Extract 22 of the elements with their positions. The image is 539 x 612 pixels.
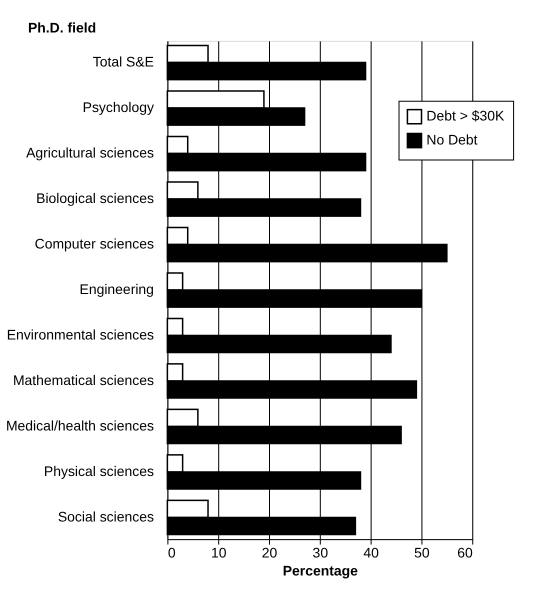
y-tick-label: Psychology — [82, 99, 154, 116]
y-axis-title: Ph.D. field — [28, 19, 96, 36]
legend-label: No Debt — [426, 132, 478, 148]
x-tick-label: 10 — [210, 544, 227, 561]
x-tick-label: 60 — [457, 544, 473, 561]
y-tick-label: Computer sciences — [34, 236, 154, 252]
x-axis-title: Percentage — [282, 562, 358, 578]
y-tick-label: Total S&E — [92, 54, 154, 70]
y-tick-label: Agricultural sciences — [26, 144, 154, 161]
x-tick-label: 40 — [363, 544, 380, 561]
x-tick-label: 0 — [168, 544, 176, 561]
x-tick-label: 20 — [262, 544, 278, 561]
x-tick-label: 50 — [414, 544, 430, 561]
y-tick-label: Social sciences — [58, 508, 154, 524]
x-tick-label: 30 — [312, 544, 328, 561]
y-tick-label: Physical sciences — [44, 462, 154, 479]
y-tick-label: Engineering — [80, 280, 154, 297]
y-tick-label: Mathematical sciences — [12, 372, 154, 388]
y-tick-label: Environmental sciences — [6, 326, 154, 342]
y-tick-label: Biological sciences — [36, 190, 154, 206]
y-tick-label: Medical/health sciences — [6, 417, 154, 434]
legend-label: Debt > $30K — [426, 108, 505, 124]
